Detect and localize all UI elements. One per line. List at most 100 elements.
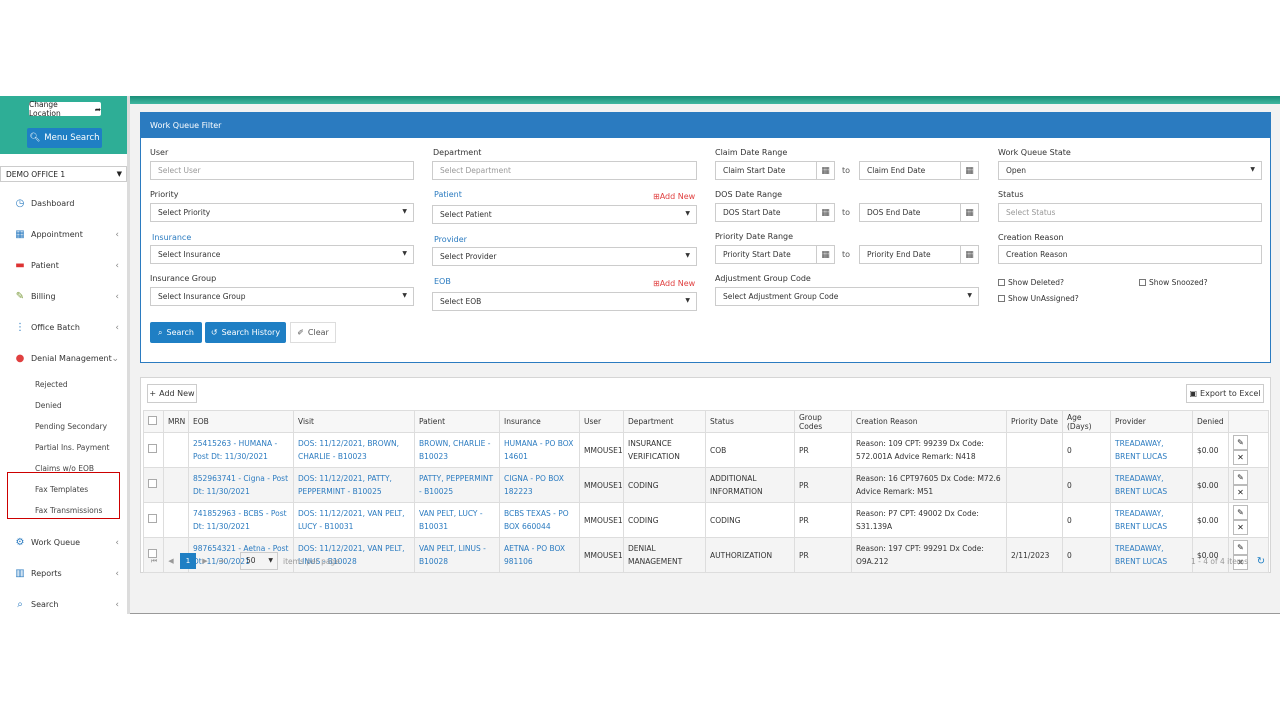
checkbox-box[interactable]	[1139, 279, 1146, 286]
clear-button[interactable]: ✐ Clear	[290, 322, 336, 343]
row-select-cell[interactable]	[143, 432, 164, 468]
sidebar-subitem-partial-ins-payment[interactable]: Partial Ins. Payment	[0, 437, 127, 458]
insurance-group-select[interactable]: Select Insurance Group ▼	[150, 287, 414, 306]
sidebar-subitem-rejected[interactable]: Rejected	[0, 374, 127, 395]
sidebar-item-dashboard[interactable]: ◷ Dashboard	[0, 188, 127, 219]
provider-select[interactable]: Select Provider ▼	[432, 247, 697, 266]
calendar-icon[interactable]: ▦	[816, 203, 834, 222]
patient-add-new-link[interactable]: ⊞Add New	[653, 192, 696, 201]
row-checkbox[interactable]	[148, 478, 157, 488]
table-row[interactable]: 741852963 - BCBS - Post Dt: 11/30/2021 D…	[143, 502, 1269, 538]
office-select[interactable]: DEMO OFFICE 1 ▼	[0, 166, 127, 182]
close-icon[interactable]: ✕	[1233, 485, 1248, 500]
column-header-group-codes[interactable]: Group Codes	[794, 410, 852, 433]
close-icon[interactable]: ✕	[1233, 555, 1248, 570]
provider-link[interactable]: TREADAWAY, BRENT LUCAS	[1110, 432, 1193, 468]
row-select-cell[interactable]	[143, 537, 164, 573]
column-header-mrn[interactable]: MRN	[163, 410, 189, 433]
edit-icon[interactable]: ✎	[1233, 435, 1248, 450]
checkbox-box[interactable]	[998, 279, 1005, 286]
row-checkbox[interactable]	[148, 513, 157, 523]
first-page-icon[interactable]: ⏮	[150, 556, 158, 565]
sidebar-subitem-fax-transmissions[interactable]: Fax Transmissions	[0, 500, 127, 521]
sidebar-subitem-claims-wo-eob[interactable]: Claims w/o EOB	[0, 458, 127, 479]
patient-link[interactable]: BROWN, CHARLIE - B10023	[414, 432, 500, 468]
calendar-icon[interactable]: ▦	[816, 245, 834, 264]
page-size-select[interactable]: 50 ▼	[240, 552, 278, 570]
provider-link[interactable]: TREADAWAY, BRENT LUCAS	[1110, 537, 1193, 573]
export-excel-button[interactable]: ▣ Export to Excel	[1186, 384, 1264, 403]
column-header-user[interactable]: User	[579, 410, 624, 433]
table-row[interactable]: 852963741 - Cigna - Post Dt: 11/30/2021 …	[143, 467, 1269, 503]
select-all-checkbox[interactable]	[148, 416, 157, 425]
claim-end-date-input[interactable]: Claim End Date ▦	[859, 161, 979, 180]
column-header-eob[interactable]: EOB	[188, 410, 294, 433]
insurance-link[interactable]: HUMANA - PO BOX 14601	[499, 432, 580, 468]
adjustment-group-code-select[interactable]: Select Adjustment Group Code ▼	[715, 287, 979, 306]
refresh-icon[interactable]: ↻	[1256, 555, 1266, 567]
column-header-priority-date[interactable]: Priority Date	[1006, 410, 1063, 433]
column-header-insurance[interactable]: Insurance	[499, 410, 580, 433]
eob-link[interactable]: 987654321 - Aetna - Post Dt: 11/30/2021	[188, 537, 294, 573]
sidebar-item-patient[interactable]: ▬ Patient ‹	[0, 250, 127, 281]
search-button[interactable]: ⌕ Search	[150, 322, 202, 343]
column-header-denied[interactable]: Denied	[1192, 410, 1229, 433]
claim-start-date-input[interactable]: Claim Start Date ▦	[715, 161, 835, 180]
sidebar-subitem-denied[interactable]: Denied	[0, 395, 127, 416]
patient-link[interactable]: PATTY, PEPPERMINT - B10025	[414, 467, 500, 503]
patient-link[interactable]: VAN PELT, LUCY - B10031	[414, 502, 500, 538]
dos-start-date-input[interactable]: DOS Start Date ▦	[715, 203, 835, 222]
sidebar-item-reports[interactable]: ▥ Reports ‹	[0, 558, 127, 589]
close-icon[interactable]: ✕	[1233, 520, 1248, 535]
patient-link[interactable]: VAN PELT, LINUS - B10028	[414, 537, 500, 573]
next-page-icon[interactable]: ▶	[202, 557, 208, 565]
row-select-cell[interactable]	[143, 467, 164, 503]
insurance-link[interactable]: BCBS TEXAS - PO BOX 660044	[499, 502, 580, 538]
column-header-patient[interactable]: Patient	[414, 410, 500, 433]
sidebar-subitem-pending-secondary[interactable]: Pending Secondary	[0, 416, 127, 437]
eob-link[interactable]: 25415263 - HUMANA - Post Dt: 11/30/2021	[188, 432, 294, 468]
insurance-link[interactable]: CIGNA - PO BOX 182223	[499, 467, 580, 503]
department-input[interactable]: Select Department	[432, 161, 697, 180]
provider-link[interactable]: TREADAWAY, BRENT LUCAS	[1110, 502, 1193, 538]
sidebar-item-search[interactable]: ⌕ Search ‹	[0, 589, 127, 620]
eob-link[interactable]: 741852963 - BCBS - Post Dt: 11/30/2021	[188, 502, 294, 538]
change-location-button[interactable]: Change Location ➦	[29, 100, 101, 118]
visit-link[interactable]: DOS: 11/12/2021, PATTY, PEPPERMINT - B10…	[293, 467, 415, 503]
sidebar-item-billing[interactable]: ✎ Billing ‹	[0, 281, 127, 312]
calendar-icon[interactable]: ▦	[960, 203, 978, 222]
edit-icon[interactable]: ✎	[1233, 505, 1248, 520]
column-header-creation-reason[interactable]: Creation Reason	[851, 410, 1007, 433]
column-header-status[interactable]: Status	[705, 410, 795, 433]
sidebar-subitem-fax-templates[interactable]: Fax Templates	[0, 479, 127, 500]
priority-select[interactable]: Select Priority ▼	[150, 203, 414, 222]
search-history-button[interactable]: ↺ Search History	[205, 322, 286, 343]
sidebar-item-office-batch[interactable]: ⋮ Office Batch ‹	[0, 312, 127, 343]
provider-link[interactable]: TREADAWAY, BRENT LUCAS	[1110, 467, 1193, 503]
priority-start-date-input[interactable]: Priority Start Date ▦	[715, 245, 835, 264]
creation-reason-input[interactable]: Creation Reason	[998, 245, 1262, 264]
last-page-icon[interactable]: ⏭	[218, 556, 226, 565]
status-input[interactable]: Select Status	[998, 203, 1262, 222]
dos-end-date-input[interactable]: DOS End Date ▦	[859, 203, 979, 222]
table-row[interactable]: 987654321 - Aetna - Post Dt: 11/30/2021 …	[143, 537, 1269, 573]
eob-select[interactable]: Select EOB ▼	[432, 292, 697, 311]
column-header-provider[interactable]: Provider	[1110, 410, 1193, 433]
eob-link[interactable]: 852963741 - Cigna - Post Dt: 11/30/2021	[188, 467, 294, 503]
prev-page-icon[interactable]: ◀	[168, 557, 174, 565]
eob-add-new-link[interactable]: ⊞Add New	[653, 279, 696, 288]
row-select-cell[interactable]	[143, 502, 164, 538]
sidebar-item-work-queue[interactable]: ⚙ Work Queue ‹	[0, 527, 127, 558]
add-new-button[interactable]: + Add New	[147, 384, 197, 403]
calendar-icon[interactable]: ▦	[816, 161, 834, 180]
menu-search-button[interactable]: 🔍︎ Menu Search	[27, 128, 102, 148]
calendar-icon[interactable]: ▦	[960, 161, 978, 180]
show-snoozed-checkbox[interactable]: Show Snoozed?	[1139, 278, 1208, 287]
table-row[interactable]: 25415263 - HUMANA - Post Dt: 11/30/2021 …	[143, 432, 1269, 468]
select-all-header[interactable]	[143, 410, 164, 433]
close-icon[interactable]: ✕	[1233, 450, 1248, 465]
column-header-department[interactable]: Department	[623, 410, 706, 433]
sidebar-item-appointment[interactable]: ▦ Appointment ‹	[0, 219, 127, 250]
sidebar-item-denial-management[interactable]: ● Denial Management ⌄	[0, 343, 127, 374]
priority-end-date-input[interactable]: Priority End Date ▦	[859, 245, 979, 264]
